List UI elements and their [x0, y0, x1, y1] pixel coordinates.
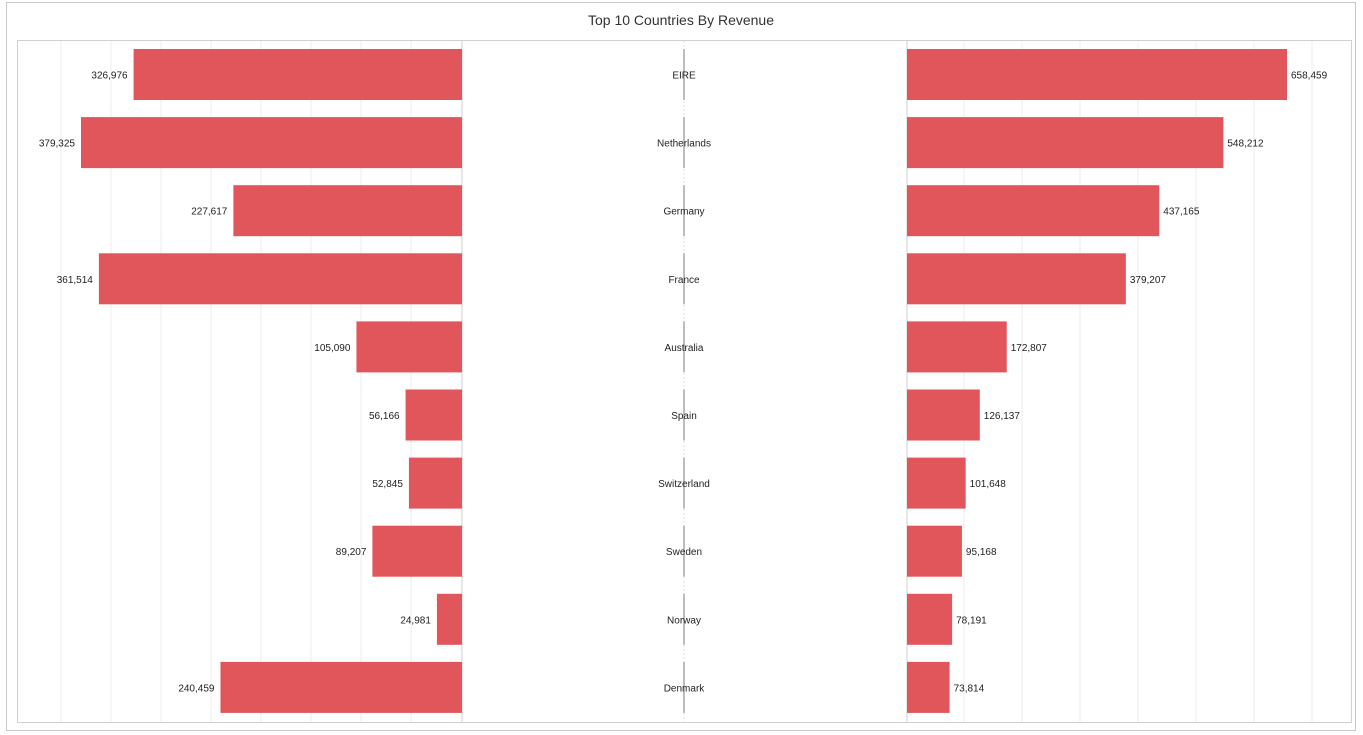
left-data-label: 89,207	[336, 547, 367, 558]
right-data-label: 73,814	[954, 683, 985, 694]
left-bar	[372, 525, 462, 577]
left-data-label: 227,617	[191, 207, 228, 218]
category-label: France	[668, 275, 700, 286]
right-data-label: 437,165	[1163, 207, 1200, 218]
category-label: Netherlands	[657, 139, 711, 150]
left-bar	[133, 49, 462, 100]
right-data-label: 78,191	[956, 615, 987, 626]
right-bar	[907, 389, 980, 441]
right-data-label: 548,212	[1227, 139, 1264, 150]
right-data-label: 658,459	[1291, 71, 1328, 82]
right-data-label: 101,648	[970, 479, 1007, 490]
left-data-label: 361,514	[57, 275, 94, 286]
left-bar	[356, 321, 462, 373]
right-bar	[907, 321, 1007, 373]
right-bar	[907, 525, 962, 577]
left-bar	[436, 593, 462, 645]
left-data-label: 56,166	[369, 411, 400, 422]
right-data-label: 95,168	[966, 547, 997, 558]
chart-area: 326,976 EIRE 658,459 379,325 Netherlands 548,…	[17, 40, 1352, 723]
category-label: Switzerland	[658, 479, 710, 490]
category-label: Denmark	[664, 683, 706, 694]
right-bar	[907, 593, 953, 645]
left-bar	[220, 661, 462, 713]
right-bar	[907, 117, 1224, 169]
right-bar	[907, 457, 966, 509]
category-label: EIRE	[672, 71, 696, 82]
category-label: Sweden	[666, 547, 702, 558]
category-label: Australia	[665, 343, 704, 354]
left-data-label: 240,459	[178, 683, 215, 694]
right-bar	[907, 49, 1287, 100]
category-label: Germany	[663, 207, 704, 218]
category-label: Norway	[667, 615, 701, 626]
right-data-label: 126,137	[984, 411, 1021, 422]
left-bar	[233, 185, 462, 237]
left-data-label: 24,981	[400, 615, 431, 626]
left-bar	[408, 457, 462, 509]
left-data-label: 326,976	[91, 71, 128, 82]
left-data-label: 52,845	[372, 479, 403, 490]
right-bar	[907, 185, 1160, 237]
chart-svg: 326,976 EIRE 658,459 379,325 Netherlands 548,…	[39, 41, 1328, 722]
left-data-label: 379,325	[39, 139, 76, 150]
right-bar	[907, 253, 1126, 305]
right-bar	[907, 661, 950, 713]
left-bar	[81, 117, 462, 169]
left-bar	[405, 389, 462, 441]
right-data-label: 379,207	[1130, 275, 1167, 286]
left-bar	[98, 253, 462, 305]
left-data-label: 105,090	[314, 343, 351, 354]
right-data-label: 172,807	[1011, 343, 1048, 354]
category-label: Spain	[671, 411, 697, 422]
chart-title: Top 10 Countries By Revenue	[588, 12, 774, 28]
